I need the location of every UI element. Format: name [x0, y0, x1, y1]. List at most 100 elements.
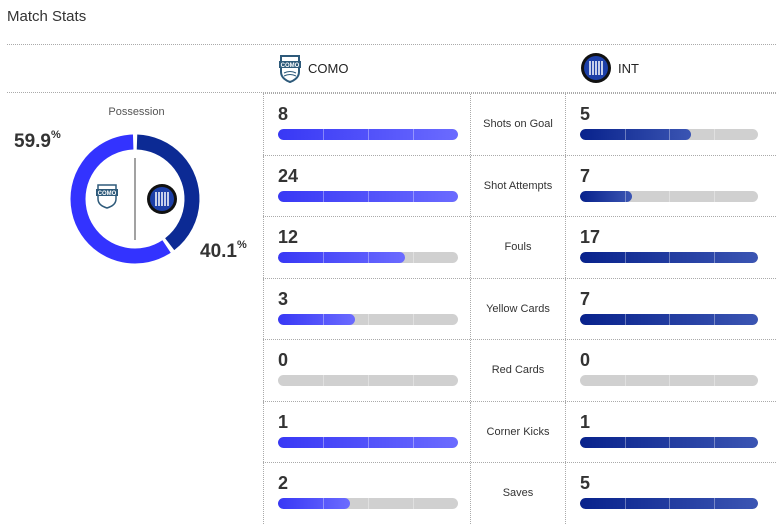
bar-segment [413, 190, 414, 202]
home-stat-value: 12 [278, 227, 299, 247]
home-stat-value: 8 [278, 104, 289, 124]
home-stat-cell: 0 [263, 340, 470, 401]
away-stat-bar-fill [580, 313, 758, 325]
away-possession: 40.1% [200, 239, 247, 262]
home-team-name: COMO [308, 60, 349, 76]
away-stat-bar [580, 313, 758, 325]
bar-segment [368, 313, 369, 325]
home-stat-bar-fill [278, 498, 350, 509]
away-team-name: INT [618, 60, 639, 76]
bar-segment [669, 190, 670, 202]
bar-segment [669, 436, 670, 448]
away-stat-cell: 5 [565, 94, 776, 155]
bar-segment [624, 498, 626, 509]
stat-row: 24 Shot Attempts 7 [263, 154, 776, 216]
bar-segment [669, 498, 670, 509]
stat-row: 2 Saves 5 [263, 462, 776, 524]
bar-segment [323, 375, 324, 386]
home-stat-cell: 1 [263, 401, 470, 462]
bar-segment [413, 498, 414, 509]
home-stat-cell: 24 [263, 155, 470, 216]
bar-segment [368, 436, 369, 448]
stat-label: Fouls [504, 241, 532, 254]
bar-segment [323, 190, 324, 202]
bar-segment [624, 129, 626, 140]
stat-row: 0 Red Cards 0 [263, 339, 776, 401]
stat-label: Yellow Cards [486, 302, 550, 315]
home-stat-bar-fill [278, 313, 356, 325]
bar-segment [624, 252, 626, 263]
bar-segment [713, 436, 715, 448]
home-stat-bar [278, 498, 458, 509]
possession-label: Possession [108, 106, 165, 118]
home-stat-value: 0 [278, 350, 289, 370]
stat-row: 3 Yellow Cards 7 [263, 277, 776, 339]
away-stat-bar-fill [580, 190, 632, 202]
away-stat-value: 5 [580, 473, 591, 493]
home-stat-bar-fill [278, 129, 458, 140]
bar-segment [323, 252, 324, 263]
home-stat-value: 2 [278, 473, 289, 493]
home-stat-bar [278, 190, 458, 202]
bar-segment [624, 436, 626, 448]
stat-label-cell: Yellow Cards [470, 278, 565, 339]
bar-segment [413, 375, 414, 386]
bar-segment [713, 498, 715, 509]
bar-segment [624, 375, 626, 386]
stat-row: 8 Shots on Goal 5 [263, 93, 776, 155]
bar-segment [323, 313, 324, 325]
home-possession-arc [70, 134, 200, 264]
stat-row: 1 Corner Kicks 1 [263, 400, 776, 462]
home-stat-bar-fill [278, 252, 406, 263]
home-stat-value: 3 [278, 288, 289, 309]
stat-label-cell: Saves [470, 463, 565, 524]
home-stat-bar-fill [278, 190, 458, 202]
stat-label-cell: Shots on Goal [470, 94, 565, 155]
away-stat-value: 5 [580, 104, 591, 124]
bar-segment [368, 498, 369, 509]
away-stat-bar [580, 190, 758, 202]
home-stat-bar [278, 129, 458, 140]
bar-segment [713, 313, 715, 325]
stat-label-cell: Fouls [470, 217, 565, 278]
home-stat-cell: 3 [263, 278, 470, 339]
home-stat-cell: 2 [263, 463, 470, 524]
divider [7, 92, 776, 93]
away-stat-bar-fill [580, 498, 758, 509]
home-stat-value: 1 [278, 411, 289, 432]
stat-label: Saves [502, 487, 534, 500]
stat-label: Shot Attempts [483, 179, 553, 192]
away-stat-bar [580, 129, 758, 140]
stat-row: 12 Fouls 17 [263, 216, 776, 278]
away-stat-cell: 17 [565, 217, 776, 278]
away-stat-bar [580, 252, 758, 263]
bar-segment [413, 313, 414, 325]
home-stat-bar-fill [278, 436, 458, 448]
away-stat-bar-fill [580, 129, 692, 140]
como-crest-icon: COMO [96, 184, 118, 209]
bar-segment [368, 190, 369, 202]
bar-segment [368, 375, 369, 386]
away-stat-value: 0 [580, 350, 591, 370]
away-stat-bar [580, 436, 758, 448]
away-possession-arc [70, 134, 200, 264]
stat-label-cell: Red Cards [470, 340, 565, 401]
home-possession: 59.9% [14, 129, 61, 152]
away-stat-value: 17 [580, 227, 601, 247]
away-stat-cell: 7 [565, 155, 776, 216]
bar-segment [624, 313, 626, 325]
svg-text:COMO: COMO [281, 63, 300, 69]
away-stat-bar [580, 498, 758, 509]
bar-segment [413, 252, 414, 263]
bar-segment [413, 129, 414, 140]
away-stat-cell: 7 [565, 278, 776, 339]
home-stat-bar [278, 252, 458, 263]
away-stat-cell: 0 [565, 340, 776, 401]
bar-segment [669, 252, 670, 263]
bar-segment [624, 190, 626, 202]
away-stat-bar-fill [580, 252, 758, 263]
bar-segment [323, 498, 324, 509]
como-crest-icon: COMO [279, 55, 301, 84]
home-team-header: COMO COMO [278, 52, 348, 84]
home-stat-bar [278, 313, 458, 325]
